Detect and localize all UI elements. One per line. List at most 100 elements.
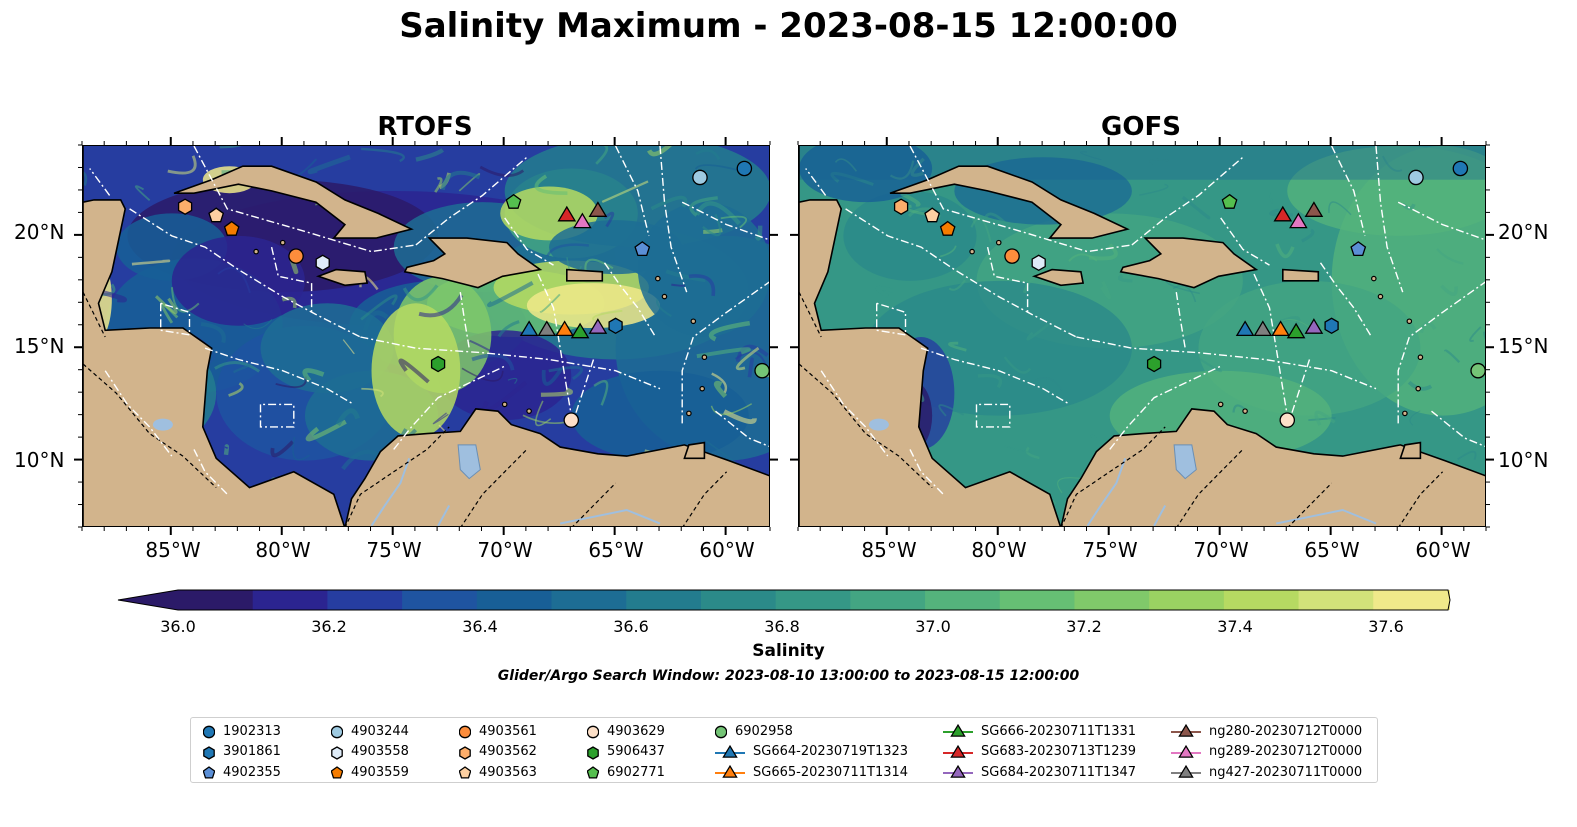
legend-symbol-triangle-icon bbox=[1171, 744, 1201, 758]
axis-ticks bbox=[74, 137, 1494, 535]
legend-label: 4903559 bbox=[351, 764, 409, 780]
legend-label: 4903244 bbox=[351, 723, 409, 739]
lake-maracaibo bbox=[1173, 444, 1197, 480]
legend-item-4903629: 4903629 bbox=[587, 721, 665, 741]
colorbar-segment bbox=[999, 590, 1076, 610]
marker-ng427-20230711t0000 bbox=[1253, 320, 1273, 337]
marker-sg684-20230711t1347 bbox=[1304, 318, 1324, 334]
lake-maracaibo bbox=[457, 444, 481, 480]
gofs-map bbox=[798, 145, 1486, 527]
legend-symbol-circle-icon bbox=[715, 725, 727, 739]
land-puerto-rico bbox=[565, 268, 604, 282]
panel-title-gofs: GOFS bbox=[1101, 112, 1181, 142]
legend-symbol-triangle-icon bbox=[943, 723, 973, 737]
legend-marker bbox=[459, 766, 471, 779]
land-cuba bbox=[889, 165, 1130, 239]
legend-item-6902771: 6902771 bbox=[587, 762, 665, 782]
marker-6902958 bbox=[1470, 362, 1485, 379]
legend-item-5906437: 5906437 bbox=[587, 742, 665, 762]
legend-marker bbox=[722, 744, 738, 758]
legend-label: 6902771 bbox=[607, 764, 665, 780]
land-hispaniola bbox=[1119, 237, 1259, 289]
marker-1902313 bbox=[736, 160, 753, 177]
legend-item-ng280-20230712t0000: ng280-20230712T0000 bbox=[1171, 721, 1362, 741]
legend-symbol-hexagon-icon bbox=[203, 745, 215, 760]
legend-marker bbox=[203, 766, 215, 779]
legend-label: ng289-20230712T0000 bbox=[1209, 744, 1363, 759]
land-trinidad bbox=[683, 441, 706, 460]
marker-6902771 bbox=[1221, 193, 1238, 209]
legend-symbol-circle-icon bbox=[587, 725, 599, 739]
legend-item-4903562: 4903562 bbox=[459, 742, 537, 762]
eez-boundaries bbox=[805, 146, 1485, 495]
marker-6902771 bbox=[505, 193, 522, 209]
colorbar-segment bbox=[626, 590, 702, 610]
marker-3901861 bbox=[608, 317, 623, 335]
marker-sg664-20230719t1323 bbox=[1235, 320, 1255, 337]
colorbar-segment bbox=[178, 590, 254, 610]
legend-symbol-hexagon-icon bbox=[587, 745, 599, 760]
lat-label-20-right: 20°N bbox=[1498, 220, 1549, 244]
legend-marker bbox=[722, 764, 738, 778]
legend-label: SG665-20230711T1314 bbox=[753, 764, 909, 780]
land-masses bbox=[83, 146, 769, 526]
colorbar-tick-37-2: 37.2 bbox=[1066, 617, 1102, 636]
marker-4902355 bbox=[634, 241, 651, 257]
marker-4903558 bbox=[1031, 254, 1046, 272]
land-jamaica bbox=[315, 268, 369, 287]
legend-marker bbox=[203, 725, 215, 739]
legend-marker bbox=[587, 725, 599, 739]
legend-symbol-hexagon-icon bbox=[459, 745, 471, 760]
legend-label: 1902313 bbox=[223, 723, 281, 739]
legend-item-6902958: 6902958 bbox=[715, 721, 793, 741]
marker-sg683-20230713t1239 bbox=[557, 205, 577, 222]
legend-marker bbox=[331, 725, 343, 739]
platform-markers bbox=[893, 160, 1485, 428]
colorbar-segment bbox=[1074, 590, 1150, 610]
colorbar-segment bbox=[700, 590, 777, 610]
legend-item-sg683-20230713t1239: SG683-20230713T1239 bbox=[943, 742, 1136, 762]
land-central-america bbox=[799, 146, 1062, 526]
legend-label: 4903629 bbox=[607, 723, 665, 739]
land-south-america bbox=[1060, 408, 1485, 526]
land-puerto-rico bbox=[1281, 268, 1320, 282]
marker-ng280-20230712t0000 bbox=[1304, 201, 1324, 217]
legend-marker bbox=[1178, 764, 1194, 778]
land-south-america bbox=[344, 408, 769, 526]
lon-label-75-gofs: 75°W bbox=[1082, 538, 1138, 562]
marker-6902958 bbox=[754, 362, 769, 379]
marker-4903561 bbox=[288, 248, 304, 264]
legend-marker bbox=[587, 766, 599, 779]
legend-symbol-circle-icon bbox=[203, 725, 215, 739]
legend-item-ng427-20230711t0000: ng427-20230711T0000 bbox=[1171, 762, 1362, 782]
lon-label-75-rtofs: 75°W bbox=[366, 538, 422, 562]
colorbar-segment bbox=[252, 590, 329, 610]
lat-label-15-left: 15°N bbox=[14, 334, 65, 358]
legend-marker bbox=[1178, 723, 1194, 737]
legend-label: ng280-20230712T0000 bbox=[1209, 723, 1363, 739]
colorbar-tick-37-0: 37.0 bbox=[915, 617, 951, 636]
colorbar-label: Salinity bbox=[752, 641, 825, 661]
marker-sg664-20230719t1323 bbox=[519, 320, 539, 337]
lon-label-65-rtofs: 65°W bbox=[588, 538, 644, 562]
colorbar-tick-37-6: 37.6 bbox=[1368, 617, 1404, 636]
marker-4903244 bbox=[1408, 169, 1424, 186]
lat-label-10-right: 10°N bbox=[1498, 448, 1549, 472]
colorbar-segment bbox=[850, 590, 926, 610]
salinity-colorbar bbox=[117, 589, 1451, 611]
marker-sg683-20230713t1239 bbox=[1273, 205, 1293, 222]
marker-ng289-20230712t0000 bbox=[573, 212, 592, 229]
marker-4902355 bbox=[1350, 241, 1367, 257]
colorbar-segment bbox=[327, 590, 403, 610]
colorbar-segment bbox=[925, 590, 1001, 610]
legend-item-ng289-20230712t0000: ng289-20230712T0000 bbox=[1171, 742, 1362, 762]
marker-1902313 bbox=[1452, 160, 1469, 177]
land-central-america bbox=[83, 146, 346, 526]
legend-marker bbox=[459, 725, 471, 739]
legend-marker bbox=[715, 725, 727, 739]
legend-item-3901861: 3901861 bbox=[203, 742, 281, 762]
colorbar-extend-low bbox=[118, 590, 178, 610]
lon-label-80-rtofs: 80°W bbox=[255, 538, 311, 562]
legend-symbol-hexagon-icon bbox=[331, 745, 343, 760]
legend-symbol-circle-icon bbox=[331, 725, 343, 739]
